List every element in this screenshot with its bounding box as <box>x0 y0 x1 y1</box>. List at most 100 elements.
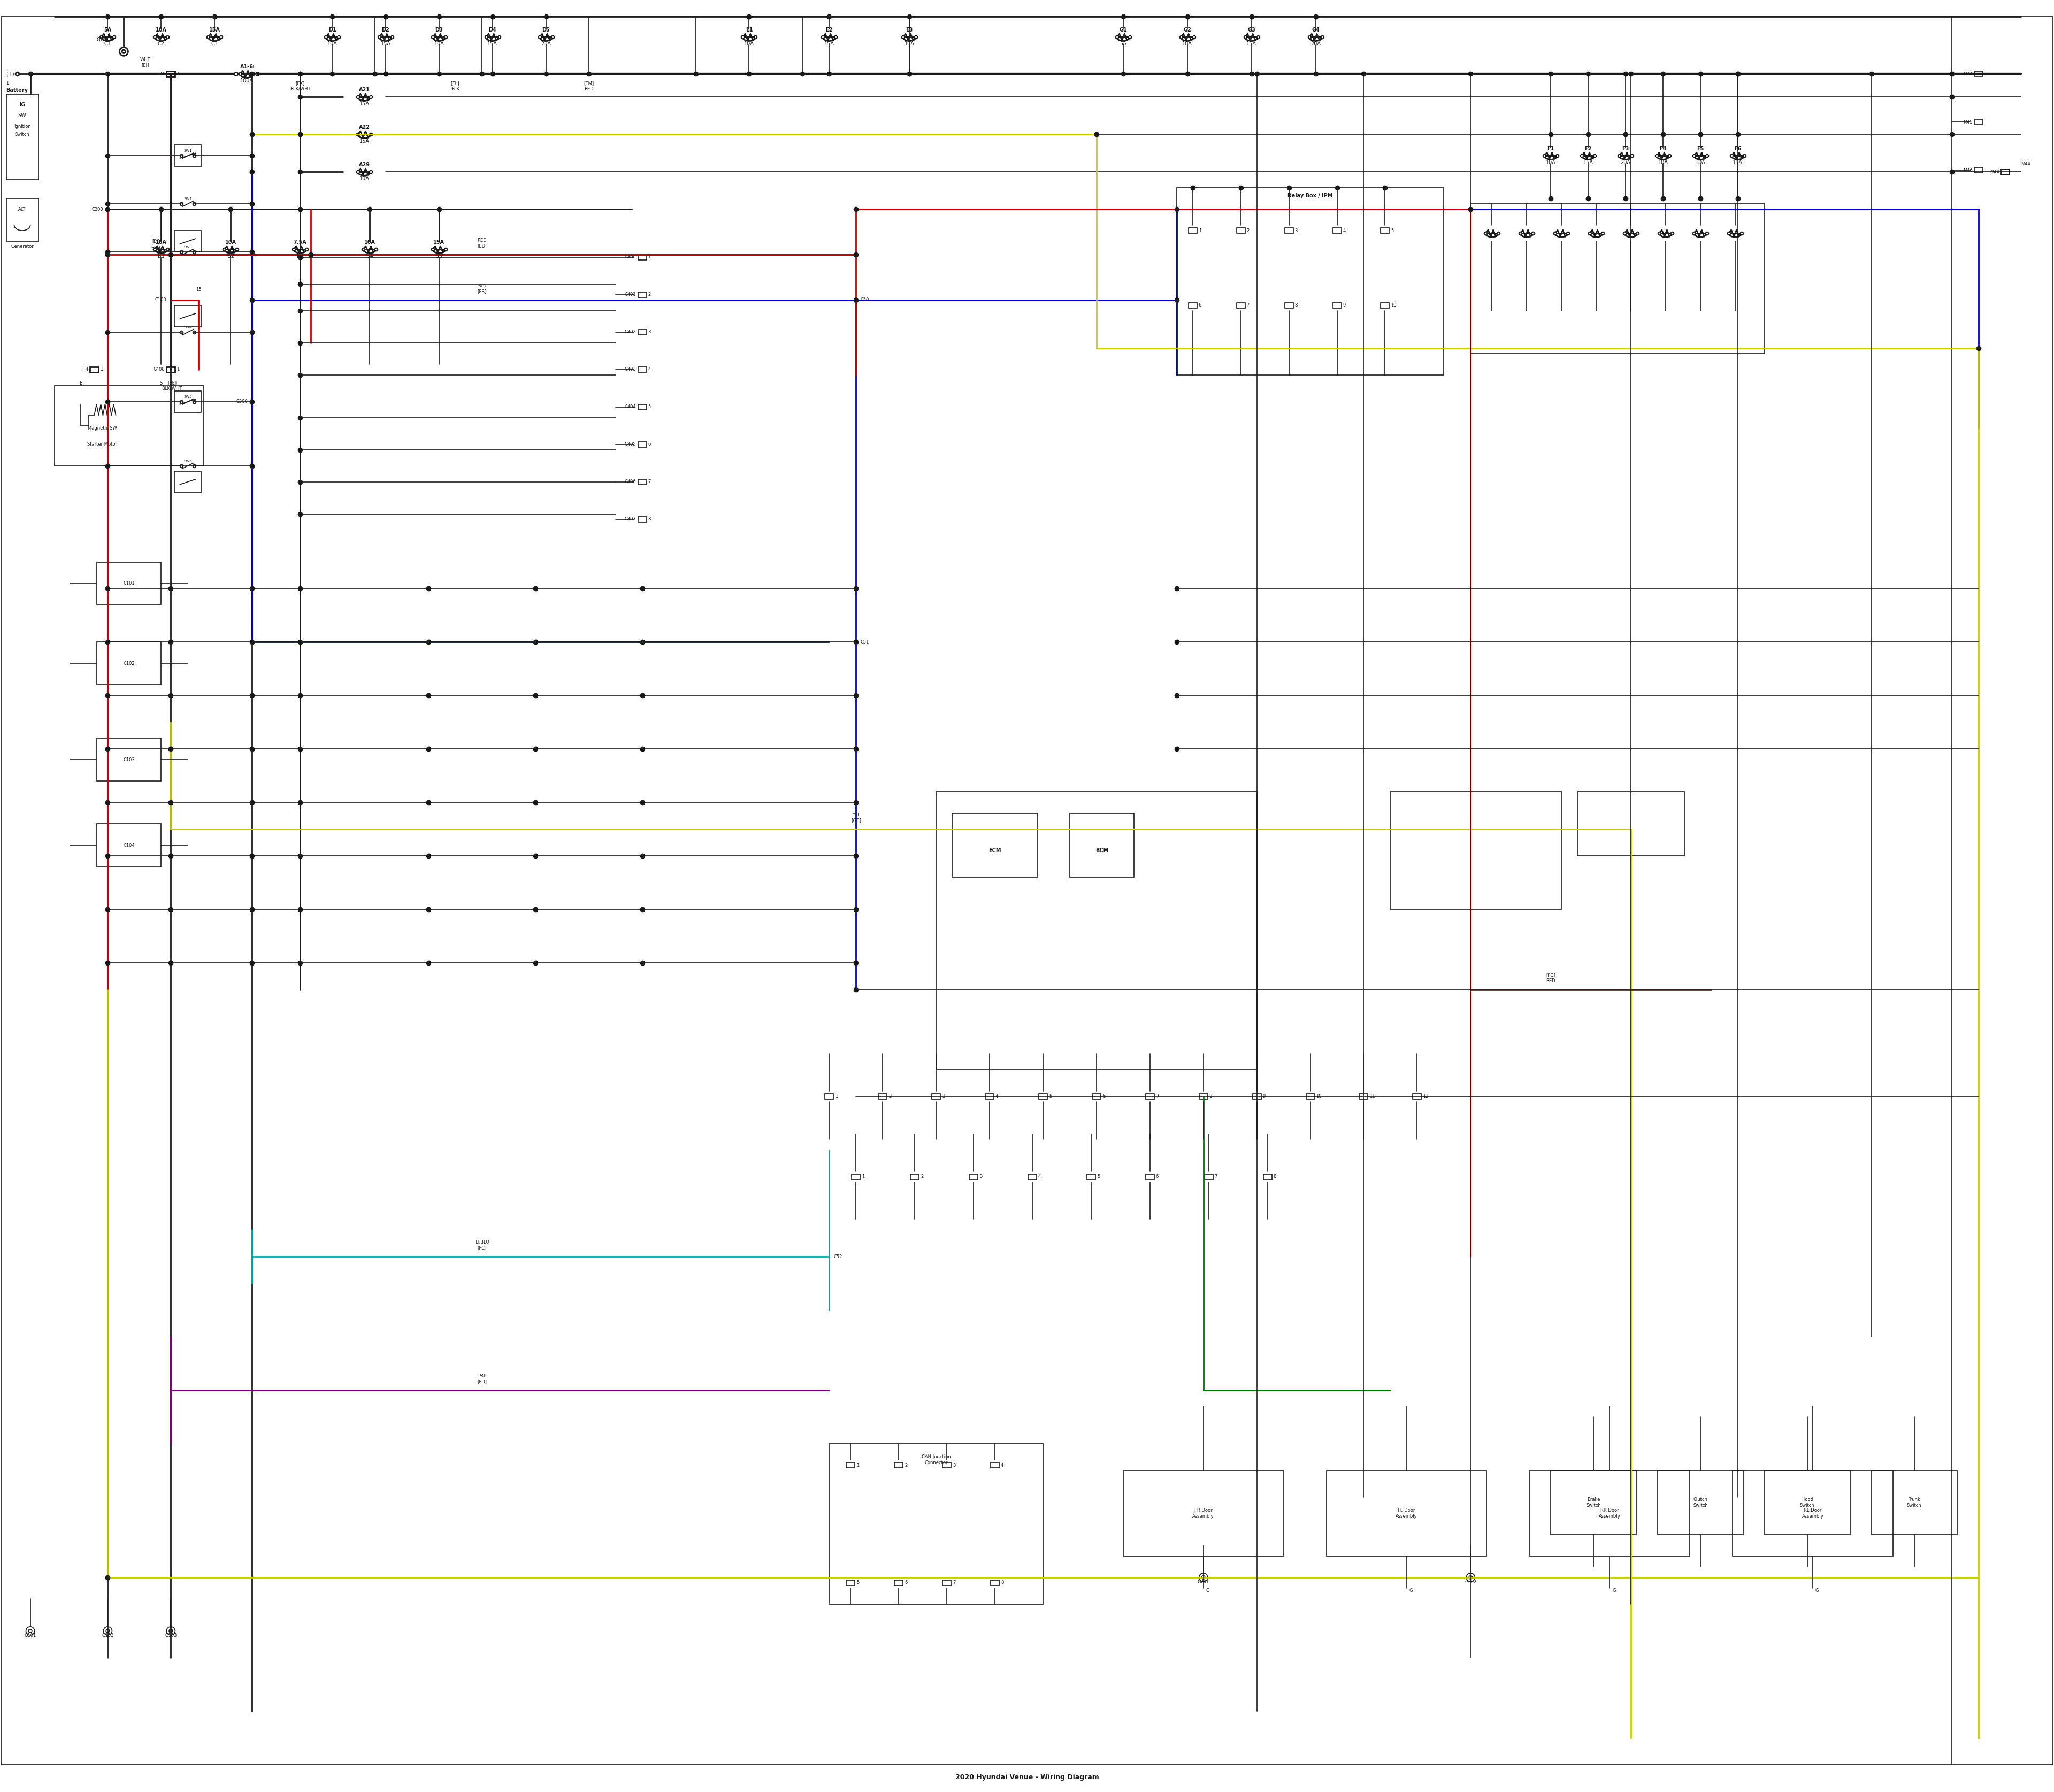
Text: 6: 6 <box>904 1581 908 1586</box>
Bar <box>97 642 160 685</box>
Text: 1: 1 <box>6 81 8 86</box>
Text: C405: C405 <box>624 443 637 446</box>
Text: 15A: 15A <box>824 41 834 47</box>
Bar <box>6 95 39 179</box>
Bar <box>1039 1093 1048 1098</box>
Text: 7: 7 <box>953 1581 955 1586</box>
Text: C404: C404 <box>624 405 637 409</box>
Bar <box>175 305 201 326</box>
Bar <box>639 478 647 484</box>
Bar <box>1237 303 1245 308</box>
Text: C100: C100 <box>154 297 166 303</box>
Bar <box>1974 72 1982 77</box>
Text: 5: 5 <box>857 1581 859 1586</box>
Text: ALT: ALT <box>18 206 27 211</box>
Text: 1: 1 <box>836 1095 838 1098</box>
Bar <box>1871 1471 1957 1534</box>
Text: G: G <box>1206 1588 1210 1593</box>
Text: 7: 7 <box>1214 1174 1218 1179</box>
Text: G: G <box>1816 1588 1818 1593</box>
Bar <box>1070 814 1134 878</box>
Text: C400: C400 <box>624 254 637 260</box>
Text: 12: 12 <box>1423 1095 1430 1098</box>
Text: FR Door
Assembly: FR Door Assembly <box>1193 1509 1214 1518</box>
Text: [EM]
RED: [EM] RED <box>583 81 594 91</box>
Text: F3: F3 <box>1623 147 1629 152</box>
Bar <box>166 367 175 373</box>
Text: C51: C51 <box>861 640 869 645</box>
Bar <box>943 1581 951 1586</box>
Text: Magnetic SW: Magnetic SW <box>88 426 117 430</box>
Text: C52: C52 <box>834 1254 842 1260</box>
Bar <box>1732 1471 1894 1555</box>
Text: C401: C401 <box>624 292 637 297</box>
Text: G2: G2 <box>1183 27 1191 32</box>
Text: RED: RED <box>152 246 160 251</box>
Text: 9: 9 <box>1263 1095 1265 1098</box>
Text: 3: 3 <box>1294 228 1298 233</box>
Text: E1: E1 <box>746 27 752 32</box>
Bar <box>97 563 160 604</box>
Bar <box>1146 1174 1154 1179</box>
Bar <box>97 738 160 781</box>
Bar <box>1306 1093 1315 1098</box>
Bar <box>53 385 203 466</box>
Text: F2: F2 <box>1584 147 1592 152</box>
Text: 4: 4 <box>649 367 651 373</box>
Bar <box>639 516 647 521</box>
Text: 15A: 15A <box>1247 41 1257 47</box>
Bar <box>990 1581 998 1586</box>
Bar <box>1284 228 1294 233</box>
Text: SW5: SW5 <box>183 396 193 398</box>
Text: C406: C406 <box>624 480 637 484</box>
Text: ECM: ECM <box>988 848 1000 853</box>
Text: 20A: 20A <box>1621 159 1631 165</box>
Bar <box>846 1462 854 1468</box>
Text: BLU: BLU <box>477 283 487 289</box>
Text: C1: C1 <box>105 41 111 47</box>
Text: C408: C408 <box>154 367 164 373</box>
Bar <box>175 231 201 253</box>
Bar <box>1204 1174 1214 1179</box>
Bar <box>1093 1093 1101 1098</box>
Text: 20A: 20A <box>1310 41 1321 47</box>
Text: [FD]: [FD] <box>477 1380 487 1383</box>
Text: RL Door
Assembly: RL Door Assembly <box>1801 1509 1824 1518</box>
Text: 10A: 10A <box>1183 41 1193 47</box>
Text: F4: F4 <box>1660 147 1666 152</box>
Text: F1: F1 <box>1547 147 1555 152</box>
Text: 5: 5 <box>1391 228 1395 233</box>
Text: C300: C300 <box>236 400 249 403</box>
Bar <box>1263 1174 1271 1179</box>
Text: C103: C103 <box>123 758 136 762</box>
Bar <box>1124 1471 1284 1555</box>
Text: 2: 2 <box>1247 228 1249 233</box>
Text: B: B <box>80 380 82 385</box>
Text: T4: T4 <box>82 367 88 373</box>
Bar <box>639 441 647 446</box>
Text: B2: B2 <box>228 253 234 258</box>
Text: 1: 1 <box>857 1462 859 1468</box>
Text: 10A: 10A <box>1658 159 1668 165</box>
Text: 4: 4 <box>1000 1462 1004 1468</box>
Text: B3: B3 <box>296 253 304 258</box>
Text: SW1: SW1 <box>183 149 193 152</box>
Text: 8: 8 <box>1294 303 1298 308</box>
Text: 8: 8 <box>649 516 651 521</box>
Text: 5: 5 <box>1097 1174 1099 1179</box>
Text: A22: A22 <box>359 125 370 131</box>
Text: 15A: 15A <box>210 27 220 32</box>
Bar <box>1189 228 1197 233</box>
Text: T1: T1 <box>249 65 255 70</box>
Bar <box>1551 1471 1637 1534</box>
Text: [EK]
BLK/WHT: [EK] BLK/WHT <box>290 81 310 91</box>
Bar <box>639 292 647 297</box>
Bar <box>97 824 160 867</box>
Bar <box>175 145 201 167</box>
Bar <box>879 1093 887 1098</box>
Text: C200: C200 <box>92 206 103 211</box>
Text: 6: 6 <box>1156 1174 1158 1179</box>
Bar <box>1253 1093 1261 1098</box>
Text: G201: G201 <box>1197 1579 1210 1584</box>
Bar <box>1146 1093 1154 1098</box>
